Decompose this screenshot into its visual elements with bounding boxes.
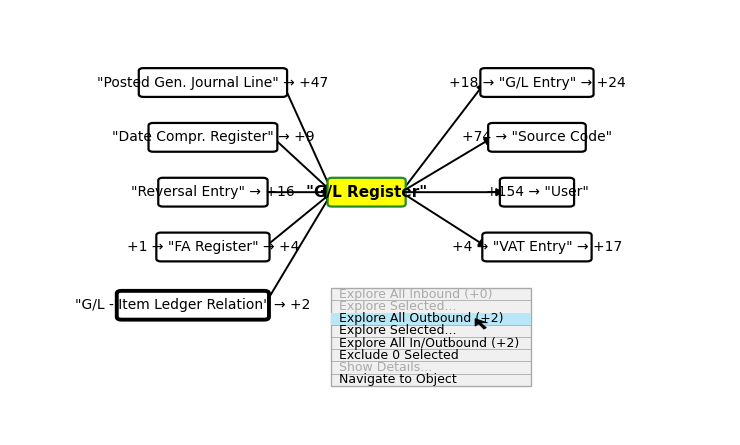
- FancyBboxPatch shape: [156, 233, 269, 261]
- Text: Explore Selected...: Explore Selected...: [339, 300, 457, 313]
- Text: +1 → "FA Register" → +4: +1 → "FA Register" → +4: [127, 240, 299, 254]
- FancyBboxPatch shape: [149, 123, 278, 152]
- Text: Navigate to Object: Navigate to Object: [339, 373, 457, 386]
- Text: "Reversal Entry" → +16: "Reversal Entry" → +16: [131, 185, 295, 199]
- Text: +154 → "User": +154 → "User": [485, 185, 588, 199]
- Text: "G/L - Item Ledger Relation" → +2: "G/L - Item Ledger Relation" → +2: [75, 298, 311, 312]
- FancyBboxPatch shape: [158, 178, 268, 206]
- PathPatch shape: [475, 319, 488, 329]
- FancyBboxPatch shape: [328, 178, 406, 206]
- Text: Show Details...: Show Details...: [339, 361, 432, 374]
- FancyBboxPatch shape: [331, 288, 531, 386]
- FancyBboxPatch shape: [117, 291, 269, 320]
- Text: +4 → "VAT Entry" → +17: +4 → "VAT Entry" → +17: [452, 240, 622, 254]
- FancyBboxPatch shape: [488, 123, 586, 152]
- FancyBboxPatch shape: [482, 233, 591, 261]
- Text: Explore All In/Outbound (+2): Explore All In/Outbound (+2): [339, 336, 519, 349]
- Text: Explore All Outbound (+2): Explore All Outbound (+2): [339, 312, 504, 325]
- FancyBboxPatch shape: [139, 68, 287, 97]
- Text: "Posted Gen. Journal Line" → +47: "Posted Gen. Journal Line" → +47: [98, 76, 329, 89]
- Text: Exclude 0 Selected: Exclude 0 Selected: [339, 349, 459, 362]
- Text: "G/L Register": "G/L Register": [306, 185, 427, 200]
- FancyBboxPatch shape: [480, 68, 593, 97]
- Bar: [331, 312, 531, 325]
- Text: Explore Selected...: Explore Selected...: [339, 324, 457, 337]
- FancyBboxPatch shape: [500, 178, 574, 206]
- Text: +74 → "Source Code": +74 → "Source Code": [462, 130, 612, 144]
- Text: Explore All Inbound (+0): Explore All Inbound (+0): [339, 288, 493, 301]
- Text: "Date Compr. Register" → +9: "Date Compr. Register" → +9: [112, 130, 314, 144]
- Text: +18 → "G/L Entry" → +24: +18 → "G/L Entry" → +24: [448, 76, 625, 89]
